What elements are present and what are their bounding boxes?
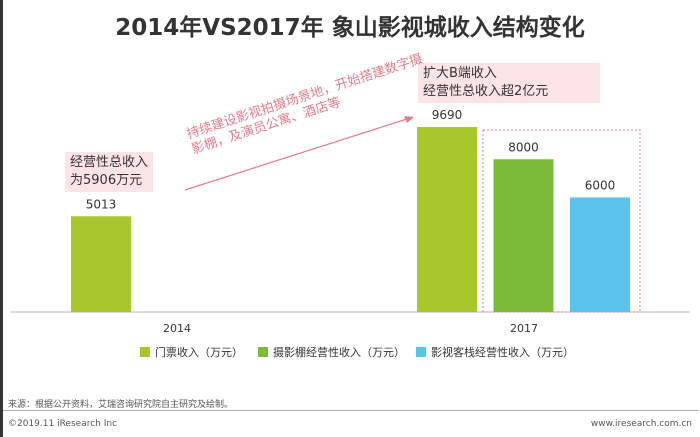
- note-line: 扩大B端收入: [423, 66, 497, 81]
- left-border: [0, 0, 3, 437]
- x-tick-label: 2017: [510, 322, 538, 335]
- data-label: 5013: [86, 197, 117, 211]
- legend-swatch: [416, 347, 426, 357]
- bar: [71, 216, 131, 312]
- note-line: 为5906万元: [70, 173, 143, 188]
- legend-label: 摄影棚经营性收入（万元）: [273, 346, 405, 359]
- bar: [570, 197, 630, 312]
- highlight-box: [482, 129, 641, 313]
- arrow-head-icon: [404, 116, 414, 123]
- growth-arrow: [184, 117, 411, 191]
- data-label: 6000: [585, 178, 616, 192]
- legend-item-studio: 摄影棚经营性收入（万元）: [258, 344, 405, 360]
- legend-swatch: [140, 347, 150, 357]
- copyright: ©2019.11 iResearch Inc: [8, 419, 118, 429]
- footer-divider: [3, 410, 698, 411]
- chart-title: 2014年VS2017年 象山影视城收入结构变化: [115, 15, 585, 41]
- legend-item-tickets: 门票收入（万元）: [140, 344, 243, 360]
- website-link[interactable]: www.iresearch.com.cn: [590, 419, 692, 429]
- legend-swatch: [258, 347, 268, 357]
- x-tick-label: 2014: [163, 322, 191, 335]
- note-2017: 扩大B端收入 经营性总收入超2亿元: [418, 63, 600, 103]
- legend-label: 门票收入（万元）: [155, 346, 243, 359]
- legend-label: 影视客栈经营性收入（万元）: [431, 346, 574, 359]
- source-note: 来源：根据公开资料，艾瑞咨询研究院自主研究及绘制。: [8, 400, 234, 410]
- bar: [417, 127, 477, 312]
- note-line: 经营性总收入: [70, 155, 149, 170]
- data-label: 9690: [432, 108, 463, 122]
- note-2014: 经营性总收入 为5906万元: [65, 152, 154, 192]
- note-line: 经营性总收入超2亿元: [423, 84, 549, 99]
- bar: [493, 159, 554, 312]
- legend-item-inn: 影视客栈经营性收入（万元）: [416, 344, 574, 360]
- data-label: 8000: [508, 140, 539, 154]
